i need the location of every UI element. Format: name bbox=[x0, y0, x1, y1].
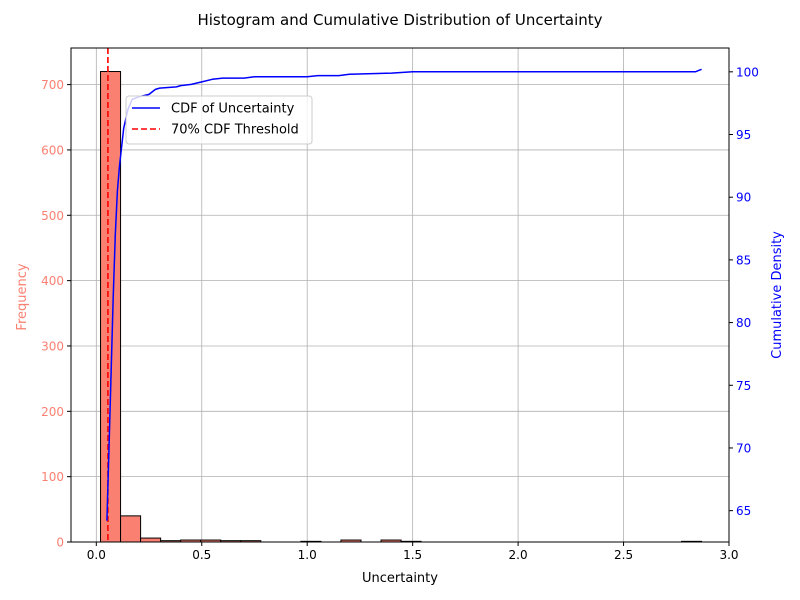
legend-threshold-label: 70% CDF Threshold bbox=[171, 123, 299, 138]
y-right-tick-label: 85 bbox=[736, 253, 751, 267]
cdf-line bbox=[106, 68, 702, 521]
y-right-tick-label: 90 bbox=[736, 191, 751, 205]
y-right-tick-label: 70 bbox=[736, 441, 751, 455]
legend: CDF of Uncertainty 70% CDF Threshold bbox=[125, 95, 313, 145]
x-tick-label: 1.0 bbox=[298, 548, 317, 562]
legend-box bbox=[125, 95, 313, 145]
y-right-tick-label: 100 bbox=[736, 65, 759, 79]
chart-title: Histogram and Cumulative Distribution of… bbox=[197, 11, 602, 29]
y-right-tick-label: 75 bbox=[736, 379, 751, 393]
x-tick-label: 3.0 bbox=[719, 548, 738, 562]
y-left-tick-label: 100 bbox=[41, 470, 64, 484]
histogram-bar bbox=[100, 71, 122, 543]
grid-lines bbox=[71, 48, 730, 543]
x-tick-label: 1.5 bbox=[403, 548, 422, 562]
x-tick-label: 0.5 bbox=[192, 548, 211, 562]
y-left-tick-label: 600 bbox=[41, 143, 64, 157]
y-right-tick-label: 65 bbox=[736, 504, 751, 518]
x-tick-label: 2.5 bbox=[614, 548, 633, 562]
x-tick-label: 0.0 bbox=[87, 548, 106, 562]
y-left-tick-label: 500 bbox=[41, 209, 64, 223]
plot-frame bbox=[70, 47, 730, 543]
y-axis-right: 65 70 75 80 85 90 95 100 bbox=[729, 65, 759, 518]
y-axis-left: 0 100 200 300 400 500 600 700 bbox=[41, 78, 71, 550]
y-left-tick-label: 400 bbox=[41, 274, 64, 288]
y-left-tick-label: 200 bbox=[41, 405, 64, 419]
y-right-tick-label: 80 bbox=[736, 316, 751, 330]
histogram-bar bbox=[140, 537, 162, 543]
x-tick-label: 2.0 bbox=[509, 548, 528, 562]
histogram-bar bbox=[120, 515, 142, 543]
y-axis-right-label: Cumulative Density bbox=[770, 231, 785, 359]
legend-cdf-label: CDF of Uncertainty bbox=[171, 102, 295, 117]
x-axis-label: Uncertainty bbox=[362, 571, 438, 586]
y-left-tick-label: 0 bbox=[56, 536, 64, 550]
y-axis-left-label: Frequency bbox=[15, 263, 30, 330]
y-left-tick-label: 700 bbox=[41, 78, 64, 92]
y-right-tick-label: 95 bbox=[736, 128, 751, 142]
x-axis: 0.0 0.5 1.0 1.5 2.0 2.5 3.0 bbox=[87, 542, 739, 562]
y-left-tick-label: 300 bbox=[41, 339, 64, 353]
cdf-line-layer bbox=[106, 68, 702, 521]
